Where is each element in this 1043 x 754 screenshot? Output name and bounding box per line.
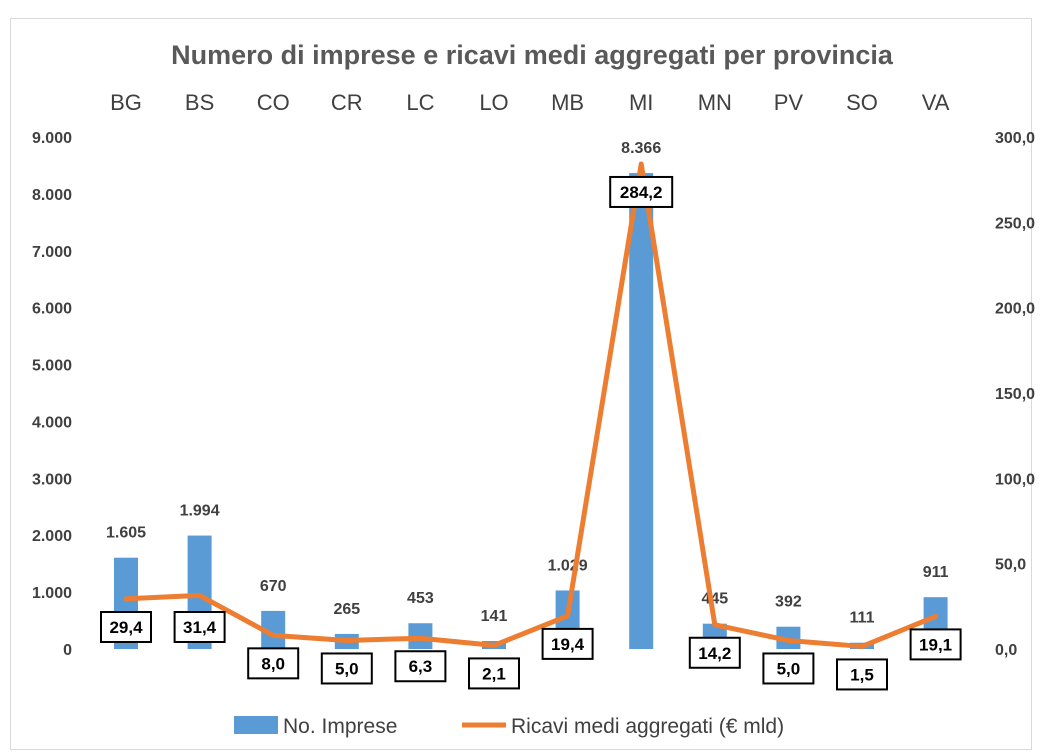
line-data-label-text: 29,4 [109, 618, 143, 637]
line-data-label-box [541, 627, 594, 660]
line-data-label-text: 2,1 [482, 664, 506, 683]
category-label: VA [922, 90, 950, 115]
right-axis-tick: 50,0 [995, 557, 1026, 574]
legend-label-line: Ricavi medi aggregati (€ mld) [511, 715, 784, 738]
line-data-label-box [394, 650, 447, 683]
category-label: SO [846, 90, 878, 115]
legend-label-bars: No. Imprese [283, 715, 397, 738]
legend: No. Imprese Ricavi medi aggregati (€ mld… [234, 715, 784, 738]
category-label: CO [257, 90, 290, 115]
category-label: PV [774, 90, 804, 115]
category-label: CR [331, 90, 363, 115]
line-data-label: 19,4 [541, 627, 594, 660]
line-data-label-box [609, 175, 674, 208]
line-data-label-box [173, 611, 226, 643]
line-data-label: 6,3 [394, 650, 447, 683]
right-axis: 0,0 50,0 100,0 150,0 200,0 250,0 300,0 [995, 130, 1035, 659]
left-axis-tick: 2.000 [32, 528, 72, 545]
left-axis: 0 1.000 2.000 3.000 4.000 5.000 6.000 7.000 8.00… [32, 130, 72, 659]
category-label: LC [406, 90, 434, 115]
line-data-label: 29,4 [100, 611, 152, 643]
bar-data-label: 8.366 [621, 140, 661, 157]
line-data-label-box [247, 647, 300, 680]
line-data-label-box [468, 657, 520, 690]
line-data-label-box [762, 652, 815, 685]
bar-data-label: 1.605 [106, 525, 146, 542]
line-data-label-text: 284,2 [620, 183, 663, 202]
line-data-label: 1,5 [836, 658, 888, 691]
line-series [123, 161, 939, 649]
bar-data-label: 1.994 [180, 503, 220, 520]
line-data-label-text: 5,0 [777, 659, 801, 678]
line-data-label-box [909, 628, 962, 661]
left-axis-tick: 9.000 [32, 130, 72, 147]
right-axis-tick: 300,0 [995, 130, 1035, 147]
bar-data-label: 670 [260, 578, 287, 595]
line-data-label-text: 5,0 [335, 659, 359, 678]
line-data-label-text: 8,0 [261, 654, 285, 673]
line-data-labels: 29,4 31,4 8,0 5,0 6,3 2,1 19,4 284,2 14,2 5,0 1,5 1… [100, 175, 962, 691]
line-data-label: 19,1 [909, 628, 962, 661]
category-label: MN [698, 90, 732, 115]
line-data-label: 14,2 [688, 636, 741, 669]
line-data-label: 2,1 [468, 657, 520, 690]
left-axis-tick: 8.000 [32, 187, 72, 204]
left-axis-tick: 4.000 [32, 414, 72, 431]
bar-data-label: 911 [923, 564, 949, 581]
line-data-label-text: 6,3 [409, 657, 433, 676]
line-path [123, 161, 939, 649]
bar-data-label: 392 [775, 594, 802, 611]
left-axis-tick: 1.000 [32, 585, 72, 602]
line-data-label: 31,4 [173, 611, 226, 643]
line-data-label-text: 19,1 [919, 635, 952, 654]
left-axis-tick: 7.000 [32, 244, 72, 261]
line-data-label-text: 1,5 [850, 665, 874, 684]
line-data-label-text: 14,2 [698, 644, 731, 663]
right-axis-tick: 100,0 [995, 471, 1035, 488]
line-data-label: 284,2 [609, 175, 674, 208]
bar-data-label: 141 [481, 608, 508, 625]
bar-series [114, 173, 948, 649]
line-data-label-text: 19,4 [551, 635, 585, 654]
right-axis-tick: 200,0 [995, 301, 1035, 318]
left-axis-tick: 5.000 [32, 358, 72, 375]
line-data-label: 5,0 [762, 652, 815, 685]
bar-data-label: 453 [407, 590, 434, 607]
left-axis-tick: 3.000 [32, 471, 72, 488]
line-data-label-box [836, 658, 888, 691]
chart-frame [10, 18, 1032, 750]
line-data-label-text: 31,4 [183, 618, 217, 637]
category-axis: BG BS CO CR LC LO MB MI MN PV SO VA [110, 90, 950, 115]
bar [629, 173, 654, 649]
category-label: MI [629, 90, 653, 115]
category-label: BG [110, 90, 142, 115]
bar-data-label: 445 [701, 591, 728, 608]
bar-data-labels: 1.605 1.994 670 265 453 141 1.029 8.366 445 392 11… [106, 140, 949, 627]
category-label: LO [479, 90, 508, 115]
legend-swatch-bars [234, 716, 278, 734]
bar-data-label: 1.029 [548, 557, 588, 574]
category-label: MB [551, 90, 584, 115]
bar-data-label: 111 [850, 610, 875, 627]
line-data-label-box [320, 652, 373, 685]
left-axis-tick: 0 [63, 642, 72, 659]
right-axis-tick: 250,0 [995, 215, 1035, 232]
line-data-label: 8,0 [247, 647, 300, 680]
line-data-label: 5,0 [320, 652, 373, 685]
chart-title: Numero di imprese e ricavi medi aggregat… [171, 40, 894, 70]
category-label: BS [185, 90, 214, 115]
right-axis-tick: 150,0 [995, 386, 1035, 403]
bar-data-label: 265 [333, 601, 360, 618]
right-axis-tick: 0,0 [995, 642, 1017, 659]
left-axis-tick: 6.000 [32, 301, 72, 318]
line-data-label-box [688, 636, 741, 669]
line-data-label-box [100, 611, 152, 643]
